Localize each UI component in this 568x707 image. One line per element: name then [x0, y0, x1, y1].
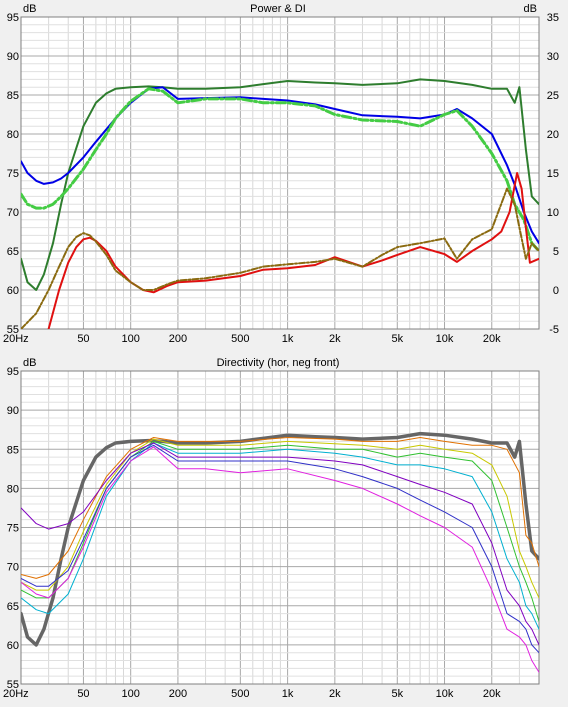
y-tick-label: 65: [7, 246, 19, 258]
x-tick-label: 5k: [391, 333, 403, 345]
y-tick-label: 55: [7, 324, 19, 336]
y-tick-label: 75: [7, 168, 19, 180]
y-tick-label: 95: [7, 366, 19, 378]
y-tick-label: 85: [7, 90, 19, 102]
x-tick-label: 20Hz: [3, 688, 29, 700]
y2-tick-label: 20: [547, 129, 559, 141]
series-line-5: [21, 442, 539, 630]
x-tick-label: 20Hz: [3, 333, 29, 345]
x-tick-label: 20k: [483, 688, 501, 700]
series-line-2: [21, 437, 539, 579]
series-line-4: [21, 440, 539, 622]
series-line-3: [21, 438, 539, 599]
y2-tick-label: -5: [549, 324, 559, 336]
y2-tick-label: 15: [547, 168, 559, 180]
y2-tick-label: 25: [547, 90, 559, 102]
series-group: [21, 78, 539, 329]
x-tick-label: 1k: [282, 333, 294, 345]
left-axis-unit: dB: [23, 3, 36, 15]
series-line-8: [21, 446, 539, 673]
x-tick-label: 100: [122, 333, 140, 345]
power-di-panel: Power & DI dB dB 20Hz 50 100 200 500 1k 2k 5k 10…: [3, 3, 559, 345]
x-tick-label: 50: [77, 688, 89, 700]
y-tick-label: 70: [7, 207, 19, 219]
y-tick-label: 80: [7, 129, 19, 141]
y-tick-label: 90: [7, 51, 19, 63]
directivity-panel: Directivity (hor, neg front) dB 20Hz 50 10…: [3, 357, 540, 700]
y-tick-label: 60: [7, 640, 19, 652]
right-axis-unit: dB: [524, 3, 537, 15]
y-tick-label: 75: [7, 523, 19, 535]
left-axis-unit: dB: [23, 357, 36, 369]
x-tick-label: 500: [231, 688, 249, 700]
y-tick-label: 80: [7, 483, 19, 495]
y2-tick-label: 30: [547, 51, 559, 63]
y-tick-label: 70: [7, 562, 19, 574]
x-tick-label: 10k: [436, 333, 454, 345]
y2-tick-label: 5: [553, 246, 559, 258]
series-line-5: [21, 187, 539, 329]
y2-tick-label: 0: [553, 285, 559, 297]
y-tick-label: 55: [7, 679, 19, 691]
chart-title: Directivity (hor, neg front): [217, 357, 340, 369]
x-tick-label: 5k: [391, 688, 403, 700]
series-group: [21, 431, 539, 673]
series-line-3: [21, 87, 539, 253]
plot-frame: [20, 370, 540, 685]
x-tick-label: 200: [169, 688, 187, 700]
x-tick-label: 50: [77, 333, 89, 345]
plot-frame: [20, 16, 540, 330]
x-tick-label: 2k: [329, 333, 341, 345]
y2-tick-label: 10: [547, 207, 559, 219]
chart-title: Power & DI: [250, 3, 306, 15]
x-tick-label: 500: [231, 333, 249, 345]
x-tick-label: 1k: [282, 688, 294, 700]
x-tick-label: 10k: [436, 688, 454, 700]
x-tick-label: 100: [122, 688, 140, 700]
x-tick-label: 2k: [329, 688, 341, 700]
y-tick-label: 85: [7, 444, 19, 456]
x-tick-label: 200: [169, 333, 187, 345]
y-tick-label: 65: [7, 601, 19, 613]
grid: [20, 16, 540, 330]
y-tick-label: 60: [7, 285, 19, 297]
series-line-7: [21, 444, 539, 654]
series-line-2: [21, 86, 539, 245]
x-tick-label: 20k: [483, 333, 501, 345]
y-tick-label: 95: [7, 12, 19, 24]
y-tick-label: 90: [7, 405, 19, 417]
y2-tick-label: 35: [547, 12, 559, 24]
series-line-6: [21, 442, 539, 646]
grid: [20, 370, 540, 685]
